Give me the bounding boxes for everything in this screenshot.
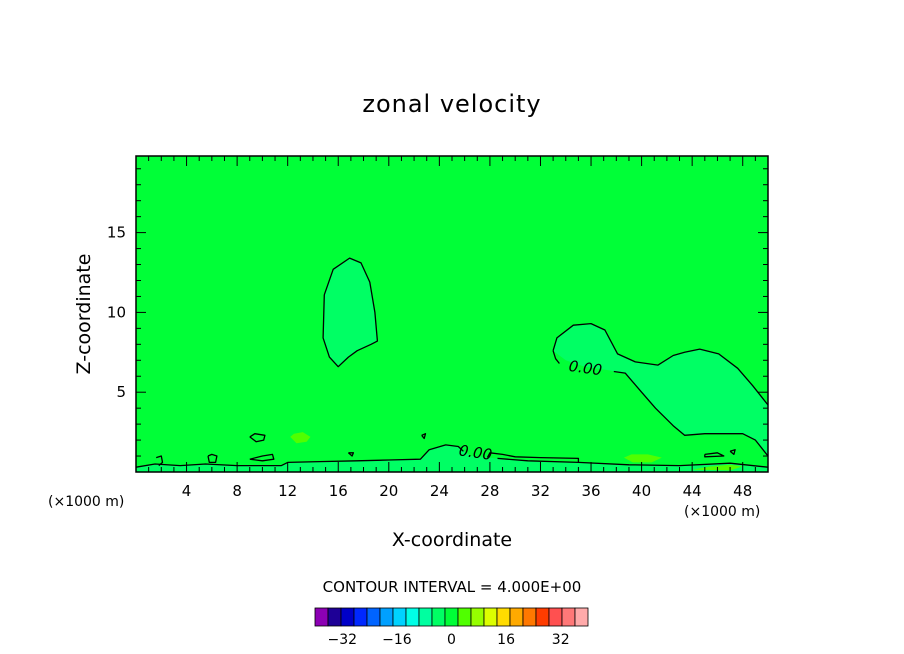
- contour-value-label: 0.00: [568, 357, 604, 379]
- colorbar-tick-label: 0: [447, 632, 456, 648]
- x-tick-label: 36: [581, 482, 600, 500]
- contour-line: [704, 452, 725, 458]
- contour-line: [249, 433, 266, 443]
- colorbar-swatch: [574, 607, 589, 627]
- contour-lines: [136, 257, 768, 468]
- x-tick-label: 48: [733, 482, 752, 500]
- contour-line: [249, 453, 275, 462]
- x-units-left: (×1000 m): [48, 494, 124, 510]
- colorbar-swatch: [405, 607, 420, 627]
- y-tick-label: 10: [107, 303, 126, 321]
- x-units-right: (×1000 m): [684, 504, 760, 520]
- contour-line: [729, 449, 736, 456]
- colorbar-swatch: [548, 607, 563, 627]
- contour-line: [486, 452, 580, 463]
- colorbar: [314, 607, 589, 627]
- colorbar-swatch: [353, 607, 368, 627]
- colorbar-swatch: [457, 607, 472, 627]
- contour-region-negative-strip-bottom: [136, 444, 768, 472]
- contour-interval-label: CONTOUR INTERVAL = 4.000E+00: [323, 578, 582, 596]
- contour-line: [207, 453, 218, 464]
- colorbar-swatch: [470, 607, 485, 627]
- axis-ticks: [136, 156, 768, 472]
- contour-region-negative-cell-right: [553, 323, 768, 456]
- contour-line: [613, 370, 768, 457]
- chart-title: zonal velocity: [362, 90, 541, 118]
- contour-line: [552, 322, 768, 406]
- colorbar-tick-label: 16: [497, 632, 515, 648]
- x-tick-label: 44: [683, 482, 702, 500]
- colorbar-swatch: [509, 607, 524, 627]
- contour-line: [136, 444, 464, 468]
- y-tick-label: 15: [107, 224, 126, 242]
- colorbar-swatch: [327, 607, 342, 627]
- contour-labels: 0.00 0.00: [458, 357, 604, 464]
- contour-line: [322, 257, 379, 368]
- y-axis-title: Z-coordinate: [73, 254, 95, 375]
- colorbar-swatch: [314, 607, 329, 627]
- contour-line: [347, 452, 355, 457]
- contour-line: [552, 350, 560, 364]
- colorbar-swatch: [483, 607, 498, 627]
- contour-line: [497, 457, 768, 468]
- colorbar-swatch: [561, 607, 576, 627]
- colorbar-swatch: [535, 607, 550, 627]
- colorbar-swatch: [392, 607, 407, 627]
- colorbar-swatch: [522, 607, 537, 627]
- x-axis-tick-labels: 4 8 12 16 20 24 28 32 36 40 44 48: [182, 482, 752, 500]
- colorbar-tick-label: −32: [328, 632, 358, 648]
- x-tick-label: 28: [480, 482, 499, 500]
- x-tick-label: 8: [232, 482, 242, 500]
- contour-value-label: 0.00: [458, 441, 494, 463]
- x-axis-title: X-coordinate: [392, 529, 512, 551]
- colorbar-swatch: [444, 607, 459, 627]
- colorbar-tick-label: 32: [552, 632, 570, 648]
- x-tick-label: 16: [329, 482, 348, 500]
- contour-line: [156, 455, 164, 467]
- colorbar-swatch: [418, 607, 433, 627]
- x-tick-label: 12: [278, 482, 297, 500]
- plot-area: [136, 156, 768, 472]
- colorbar-swatch: [431, 607, 446, 627]
- colorbar-swatch: [379, 607, 394, 627]
- x-tick-label: 20: [379, 482, 398, 500]
- x-tick-label: 4: [182, 482, 192, 500]
- colorbar-swatch: [340, 607, 355, 627]
- contour-region-negative-cell-center: [323, 258, 378, 367]
- field-background: [136, 156, 768, 472]
- contour-region-positive-blob-2: [623, 454, 662, 463]
- colorbar-swatch: [496, 607, 511, 627]
- x-tick-label: 24: [430, 482, 449, 500]
- y-tick-label: 5: [116, 383, 126, 401]
- x-tick-label: 40: [632, 482, 651, 500]
- colorbar-tick-label: −16: [382, 632, 412, 648]
- contour-region-positive-blob-1: [290, 432, 311, 444]
- contour-line: [421, 433, 427, 440]
- x-tick-label: 32: [531, 482, 550, 500]
- colorbar-swatch: [366, 607, 381, 627]
- colorbar-tick-labels: −32 −16 0 16 32: [328, 632, 570, 648]
- y-axis-tick-labels: 5 10 15: [107, 224, 126, 402]
